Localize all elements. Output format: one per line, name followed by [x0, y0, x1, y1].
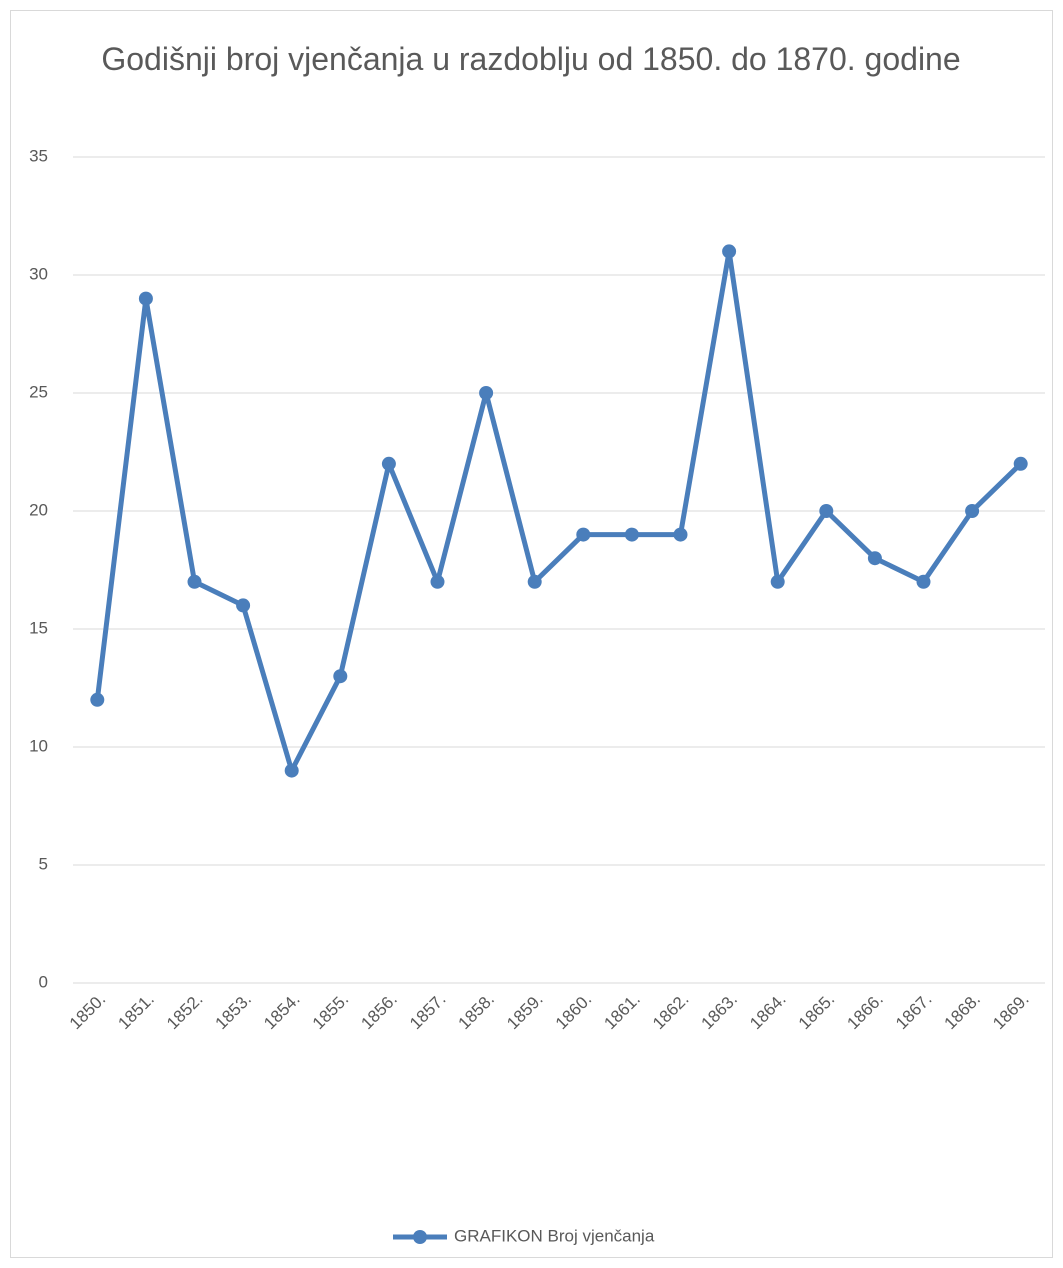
y-tick-label: 5	[39, 854, 48, 873]
data-point	[90, 692, 105, 707]
y-tick-label: 10	[29, 736, 48, 755]
data-point	[187, 574, 202, 589]
data-point	[576, 527, 591, 542]
y-tick-label: 30	[29, 264, 48, 283]
data-point	[770, 574, 785, 589]
data-point	[430, 574, 445, 589]
data-point	[138, 291, 153, 306]
data-point	[867, 551, 882, 566]
data-point	[1013, 456, 1028, 471]
data-point	[479, 386, 494, 400]
series-line	[94, 248, 1023, 774]
data-point	[722, 244, 737, 259]
data-point	[624, 527, 639, 542]
data-point	[673, 527, 688, 542]
data-point	[916, 574, 931, 589]
data-point	[527, 574, 542, 589]
data-point	[965, 504, 980, 518]
data-point	[333, 669, 348, 684]
y-tick-label: 15	[29, 618, 48, 637]
data-point	[381, 456, 396, 471]
y-tick-label: 0	[39, 972, 48, 991]
y-tick-label: 20	[29, 500, 48, 519]
legend-label: GRAFIKON Broj vjenčanja	[454, 1226, 655, 1245]
legend-marker	[413, 1230, 427, 1244]
data-point	[284, 763, 299, 778]
y-tick-label: 35	[29, 146, 48, 165]
chart-title: Godišnji broj vjenčanja u razdoblju od 1…	[101, 41, 961, 77]
chart-border	[10, 10, 1053, 1258]
data-point	[819, 504, 834, 518]
y-tick-label: 25	[29, 382, 48, 401]
data-point	[236, 598, 251, 613]
